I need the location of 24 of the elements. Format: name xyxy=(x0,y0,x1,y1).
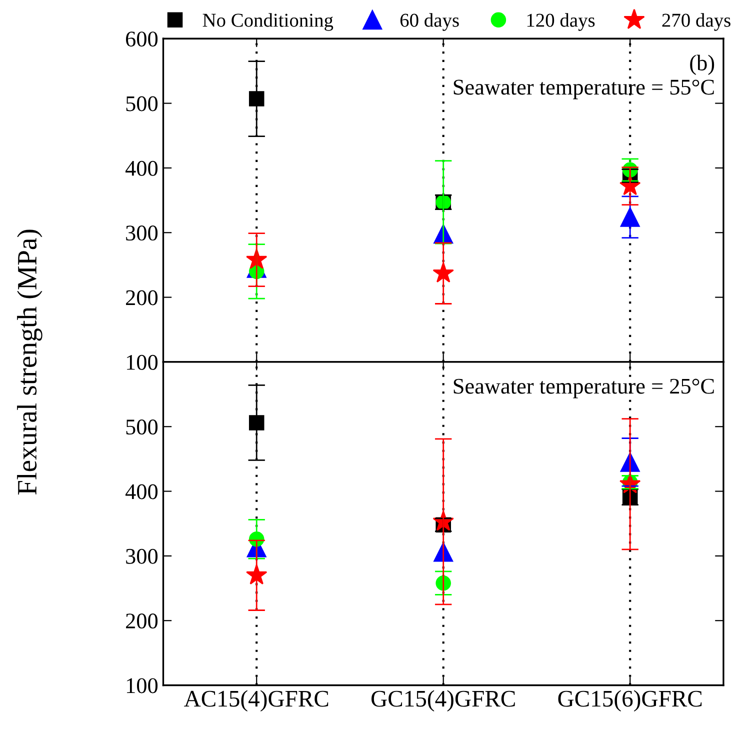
x-tick-label: GC15(6)GFRC xyxy=(558,690,702,712)
y-tick-label: 200 xyxy=(126,290,158,306)
legend-label: No Conditioning xyxy=(202,13,334,31)
y-tick-label: 500 xyxy=(126,420,158,435)
x-tick-label: GC15(4)GFRC xyxy=(372,690,515,712)
y-tick-label: 300 xyxy=(126,226,158,241)
y-axis-title: Flexural strength (MPa) xyxy=(17,230,42,495)
point xyxy=(248,415,264,430)
annotation: Seawater temperature = 25°C xyxy=(454,378,714,398)
y-tick-label: 300 xyxy=(126,548,158,564)
legend-label: 60 days xyxy=(400,13,459,31)
y-tick-label: 200 xyxy=(126,614,158,629)
y-tick-label: 600 xyxy=(126,32,158,47)
annotation: Seawater temperature = 55°C xyxy=(454,80,714,100)
point xyxy=(248,91,264,106)
y-tick-label: 400 xyxy=(125,160,158,176)
legend-label: 270 days xyxy=(662,13,730,31)
y-tick-label: 400 xyxy=(125,484,158,500)
y-tick-label: 500 xyxy=(126,96,158,112)
legend-label: 120 days xyxy=(527,13,595,31)
y-tick-label: 100 xyxy=(127,678,158,694)
y-tick-label: 100 xyxy=(127,354,158,370)
annotation: (b) xyxy=(690,54,714,75)
x-tick-label: AC15(4)GFRC xyxy=(184,690,328,712)
